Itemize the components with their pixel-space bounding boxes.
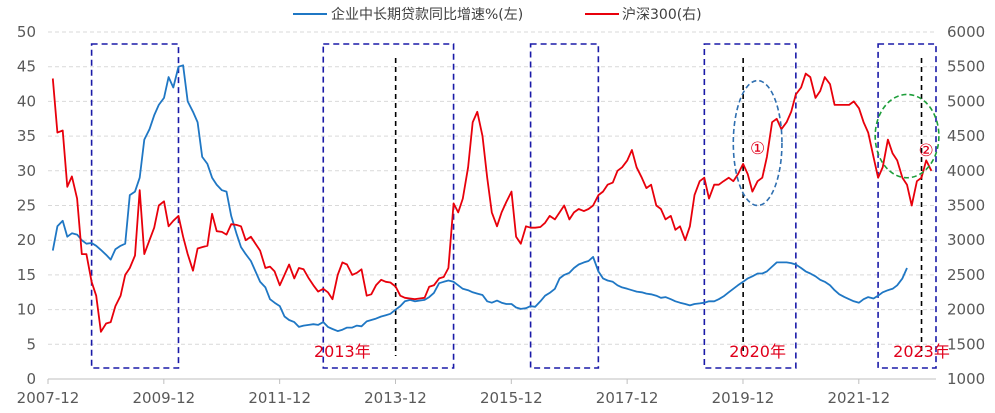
x-tick-label: 2019-12	[712, 389, 775, 407]
left-axis-ticks: 0 5 10 15 20 25 30 35 40 45 50	[17, 23, 36, 388]
left-tick-label: 45	[17, 58, 36, 76]
left-tick-label: 50	[17, 23, 36, 41]
x-tick-label: 2013-12	[364, 389, 427, 407]
highlight-box	[877, 43, 937, 369]
legend: 企业中长期贷款同比增速%(左) 沪深300(右)	[293, 6, 702, 23]
annotation-labels: 2013年 2020年 2023年 ① ②	[314, 139, 950, 361]
year-label: 2023年	[893, 342, 950, 361]
series-line-csi300	[51, 72, 933, 333]
x-tick-label: 2021-12	[827, 389, 890, 407]
left-tick-label: 40	[17, 92, 36, 110]
left-tick-label: 0	[26, 370, 36, 388]
right-tick-label: 5500	[947, 58, 985, 76]
right-tick-label: 3500	[947, 197, 985, 215]
gridlines	[48, 31, 936, 345]
x-tick-label: 2015-12	[480, 389, 543, 407]
highlight-box	[529, 43, 600, 369]
left-tick-label: 15	[17, 266, 36, 284]
left-tick-label: 10	[17, 301, 36, 319]
x-axis-ticks: 2007-12 2009-12 2011-12 2013-12 2015-12 2017-…	[17, 379, 890, 407]
legend-label-csi300: 沪深300(右)	[622, 7, 702, 23]
left-tick-label: 20	[17, 231, 36, 249]
right-tick-label: 1500	[947, 335, 985, 353]
right-tick-label: 3000	[947, 231, 985, 249]
circled-marker: ②	[919, 141, 934, 161]
year-label: 2020年	[729, 342, 786, 361]
highlight-box	[90, 43, 180, 369]
x-tick-label: 2007-12	[17, 389, 80, 407]
highlight-box	[703, 43, 797, 369]
legend-label-loan-growth: 企业中长期贷款同比增速%(左)	[331, 6, 523, 23]
left-tick-label: 30	[17, 162, 36, 180]
x-tick-label: 2017-12	[596, 389, 659, 407]
right-tick-label: 4500	[947, 127, 985, 145]
right-tick-label: 6000	[947, 23, 985, 41]
year-label: 2013年	[314, 342, 371, 361]
highlight-boxes	[90, 43, 937, 369]
right-tick-label: 1000	[947, 370, 985, 388]
right-axis-ticks: 1000 1500 2000 2500 3000 3500 4000 4500 5000 5500…	[947, 23, 985, 388]
highlight-ellipses	[732, 79, 940, 207]
series-line-loan-growth	[51, 64, 908, 332]
x-tick-label: 2011-12	[248, 389, 311, 407]
highlight-ellipse	[874, 93, 940, 179]
right-tick-label: 4000	[947, 162, 985, 180]
right-tick-label: 2000	[947, 301, 985, 319]
right-tick-label: 2500	[947, 266, 985, 284]
left-tick-label: 5	[26, 335, 36, 353]
circled-marker: ①	[750, 139, 765, 159]
marker-lines	[394, 58, 923, 356]
left-tick-label: 25	[17, 197, 36, 215]
series-lines	[51, 64, 933, 333]
x-tick-label: 2009-12	[132, 389, 195, 407]
right-tick-label: 5000	[947, 92, 985, 110]
left-tick-label: 35	[17, 127, 36, 145]
